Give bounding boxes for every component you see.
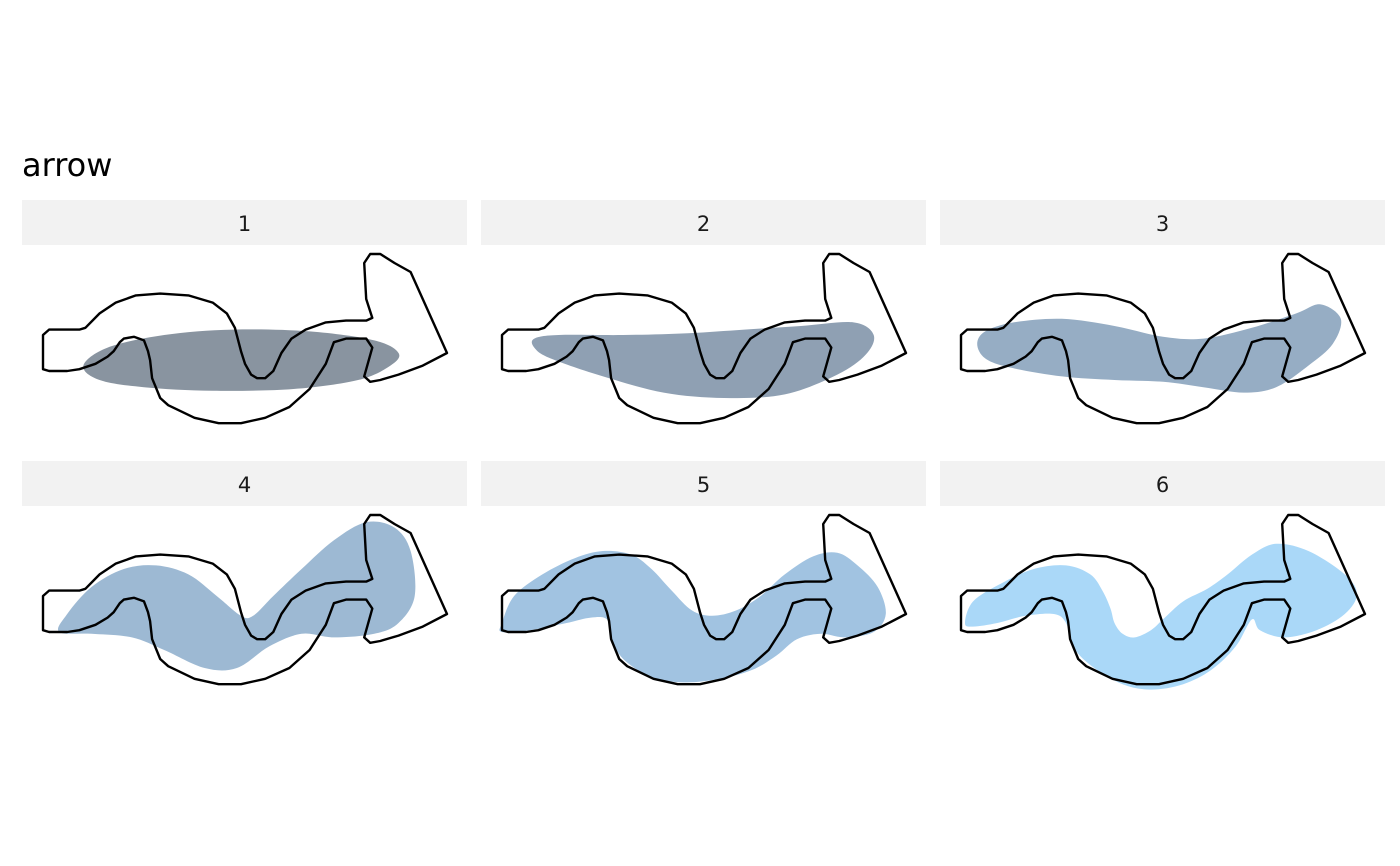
facet-strip — [481, 461, 926, 506]
arrow-outline — [41, 252, 449, 425]
plot-title: arrow — [22, 146, 113, 184]
facet-strip-label: 3 — [1156, 212, 1169, 236]
morph-blob — [965, 543, 1357, 690]
arrow-outline — [41, 513, 449, 686]
facet-strip-label: 1 — [238, 212, 251, 236]
morph-blob — [57, 521, 416, 671]
facet-panel-1: 1 — [22, 200, 467, 425]
arrow-outline — [959, 513, 1367, 686]
facet-strip-label: 4 — [238, 473, 251, 497]
arrow-outline — [500, 252, 908, 425]
facet-panel-2: 2 — [481, 200, 926, 425]
facet-panel-5: 5 — [481, 461, 926, 686]
facet-strip — [22, 200, 467, 245]
facet-panels: 1 2 3 4 5 6 — [22, 200, 1385, 690]
facet-strip — [940, 461, 1385, 506]
facet-strip — [940, 200, 1385, 245]
arrow-outline — [959, 252, 1367, 425]
facet-panel-6: 6 — [940, 461, 1385, 690]
facet-strip — [22, 461, 467, 506]
facet-strip — [481, 200, 926, 245]
facet-panel-4: 4 — [22, 461, 467, 686]
arrow-outline — [500, 513, 908, 686]
facet-panel-3: 3 — [940, 200, 1385, 425]
facet-strip-label: 5 — [697, 473, 710, 497]
facet-strip-label: 2 — [697, 212, 710, 236]
morph-blob — [83, 329, 400, 391]
facet-strip-label: 6 — [1156, 473, 1169, 497]
